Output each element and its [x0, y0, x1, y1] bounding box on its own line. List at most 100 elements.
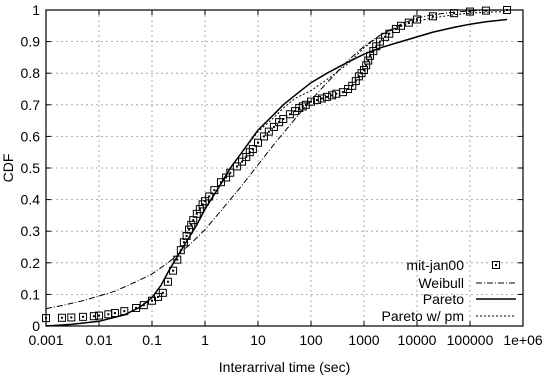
data-point: [89, 312, 98, 321]
y-tick-label: 0.8: [21, 65, 41, 81]
data-point-center: [453, 12, 456, 15]
data-point: [413, 15, 421, 24]
data-point: [248, 145, 257, 154]
legend-label: Pareto: [423, 291, 464, 307]
data-point: [466, 7, 474, 16]
data-point: [67, 313, 76, 322]
data-point: [95, 311, 103, 320]
data-point-center: [347, 88, 350, 90]
data-point-center: [204, 200, 206, 203]
data-point-center: [208, 195, 211, 198]
data-point-center: [213, 189, 216, 192]
legend-label: Weibull: [418, 275, 464, 291]
y-tick-label: 1: [32, 2, 40, 18]
data-point: [264, 127, 273, 136]
data-point-center: [388, 32, 391, 35]
data-point: [232, 162, 241, 171]
plot-series: [42, 6, 512, 327]
data-point-center: [123, 310, 126, 313]
series-line-weibull: [45, 9, 508, 310]
data-point: [254, 138, 262, 147]
data-point-center: [98, 314, 100, 317]
data-point-center: [245, 155, 248, 158]
legend-marker: [492, 261, 500, 269]
data-point: [158, 288, 167, 297]
x-tick-label: 10: [250, 332, 266, 348]
data-point: [360, 66, 368, 75]
data-point: [269, 122, 278, 131]
x-tick-label: 0.1: [142, 332, 162, 348]
x-tick-label: 1000: [348, 332, 379, 348]
data-point-center: [251, 148, 254, 151]
data-point-center: [185, 234, 188, 237]
x-tick-label: 0.01: [85, 332, 112, 348]
y-tick-label: 0.7: [21, 97, 41, 113]
data-point-center: [188, 228, 191, 231]
data-point-center: [320, 97, 323, 100]
data-point-center: [60, 316, 63, 319]
data-point-center: [225, 176, 228, 179]
data-point-center: [195, 212, 198, 215]
data-point: [362, 61, 371, 70]
data-point: [260, 132, 269, 141]
data-point-center: [235, 165, 238, 168]
data-point-center: [375, 45, 378, 48]
data-point: [195, 205, 204, 214]
data-point: [317, 94, 326, 103]
axis-ticks: 0.001 0.01 0.1 1 10 100 1000 10000 100000 1e+06 0 0…: [21, 2, 543, 348]
data-point-center: [198, 208, 201, 211]
data-point-center: [335, 92, 338, 95]
series-mit-jan00: [42, 6, 512, 323]
data-point-center: [70, 316, 73, 319]
data-point: [57, 313, 66, 322]
data-point-center: [135, 306, 138, 309]
data-point-center: [161, 291, 164, 294]
data-point: [201, 197, 209, 206]
x-tick-label: 10000: [398, 332, 437, 348]
data-point-center: [351, 84, 354, 87]
data-point: [176, 246, 185, 255]
data-point-center: [304, 103, 307, 106]
data-point-center: [354, 80, 357, 83]
data-point-center: [341, 91, 344, 94]
data-point-center: [310, 100, 312, 103]
data-point-center: [241, 160, 244, 163]
data-point-center: [331, 94, 334, 97]
data-point: [307, 97, 315, 106]
data-point-center: [182, 241, 185, 244]
data-point: [375, 37, 384, 46]
data-point-center: [190, 223, 193, 226]
data-point-center: [407, 21, 410, 24]
data-point: [364, 56, 373, 65]
x-tick-label: 100: [299, 332, 323, 348]
data-point-center: [325, 95, 328, 98]
legend-marker-center: [495, 264, 497, 266]
data-point-center: [367, 59, 370, 62]
data-point-center: [272, 125, 275, 128]
data-point-center: [257, 141, 259, 144]
data-point-center: [316, 99, 319, 102]
data-point-center: [229, 171, 232, 174]
data-point-center: [369, 54, 372, 57]
data-point-center: [157, 295, 160, 298]
data-point: [238, 157, 247, 166]
data-point: [279, 115, 288, 124]
data-point: [322, 92, 331, 101]
y-tick-label: 0.2: [21, 255, 41, 271]
data-point-center: [172, 269, 175, 272]
x-tick-label: 100000: [447, 332, 494, 348]
y-tick-label: 0.6: [21, 128, 41, 144]
y-tick-label: 0.5: [21, 160, 41, 176]
data-point-center: [288, 113, 291, 116]
series-line-pareto-w-pm: [45, 11, 508, 327]
data-point: [428, 12, 437, 21]
data-point: [216, 178, 225, 187]
data-point-center: [107, 313, 110, 316]
x-axis-title: Interarrival time (sec): [219, 359, 350, 375]
y-tick-label: 0: [32, 318, 40, 334]
x-tick-label: 1e+06: [503, 332, 543, 348]
y-tick-label: 0.9: [21, 34, 41, 50]
data-point-center: [294, 110, 297, 113]
